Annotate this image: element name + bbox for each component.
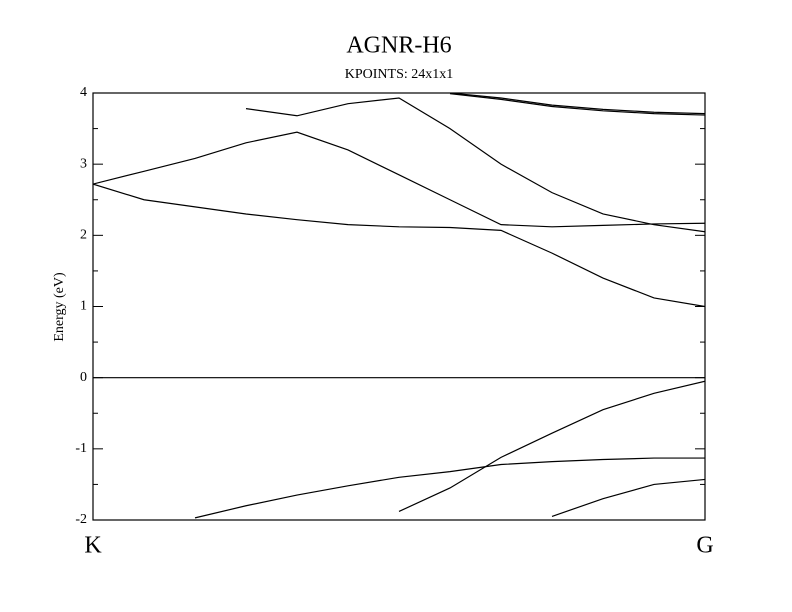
- band-line: [194, 457, 705, 519]
- y-tick-label: 4: [80, 85, 87, 100]
- band-line: [93, 131, 705, 228]
- band-line: [245, 97, 705, 233]
- chart-subtitle: KPOINTS: 24x1x1: [345, 67, 454, 82]
- band-line: [449, 93, 705, 116]
- band-line: [449, 93, 705, 115]
- y-tick-label: 1: [80, 299, 87, 314]
- band-line: [551, 478, 705, 518]
- y-axis-label: Energy (eV): [52, 272, 67, 342]
- x-tick-label: G: [696, 533, 713, 559]
- chart-title: AGNR-H6: [346, 33, 451, 59]
- x-tick-label: K: [84, 533, 102, 559]
- y-tick-label: 3: [80, 156, 87, 171]
- band-line: [398, 380, 705, 513]
- y-tick-label: -1: [75, 441, 87, 456]
- plot-area: [93, 93, 705, 519]
- band-line: [93, 183, 705, 308]
- y-tick-label: 0: [80, 370, 87, 385]
- y-tick-label: -2: [75, 512, 87, 527]
- y-tick-label: 2: [80, 228, 87, 243]
